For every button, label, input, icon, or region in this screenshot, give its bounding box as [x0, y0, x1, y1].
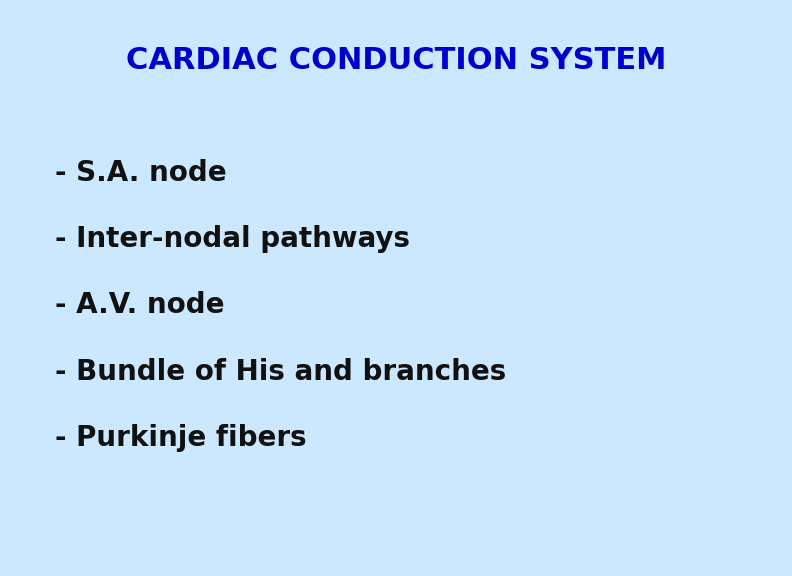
Text: - S.A. node: - S.A. node: [55, 159, 227, 187]
Text: - A.V. node: - A.V. node: [55, 291, 225, 319]
Text: - Inter-nodal pathways: - Inter-nodal pathways: [55, 225, 410, 253]
Text: CARDIAC CONDUCTION SYSTEM: CARDIAC CONDUCTION SYSTEM: [126, 46, 666, 75]
Text: - Purkinje fibers: - Purkinje fibers: [55, 424, 307, 452]
Text: - Bundle of His and branches: - Bundle of His and branches: [55, 358, 507, 385]
